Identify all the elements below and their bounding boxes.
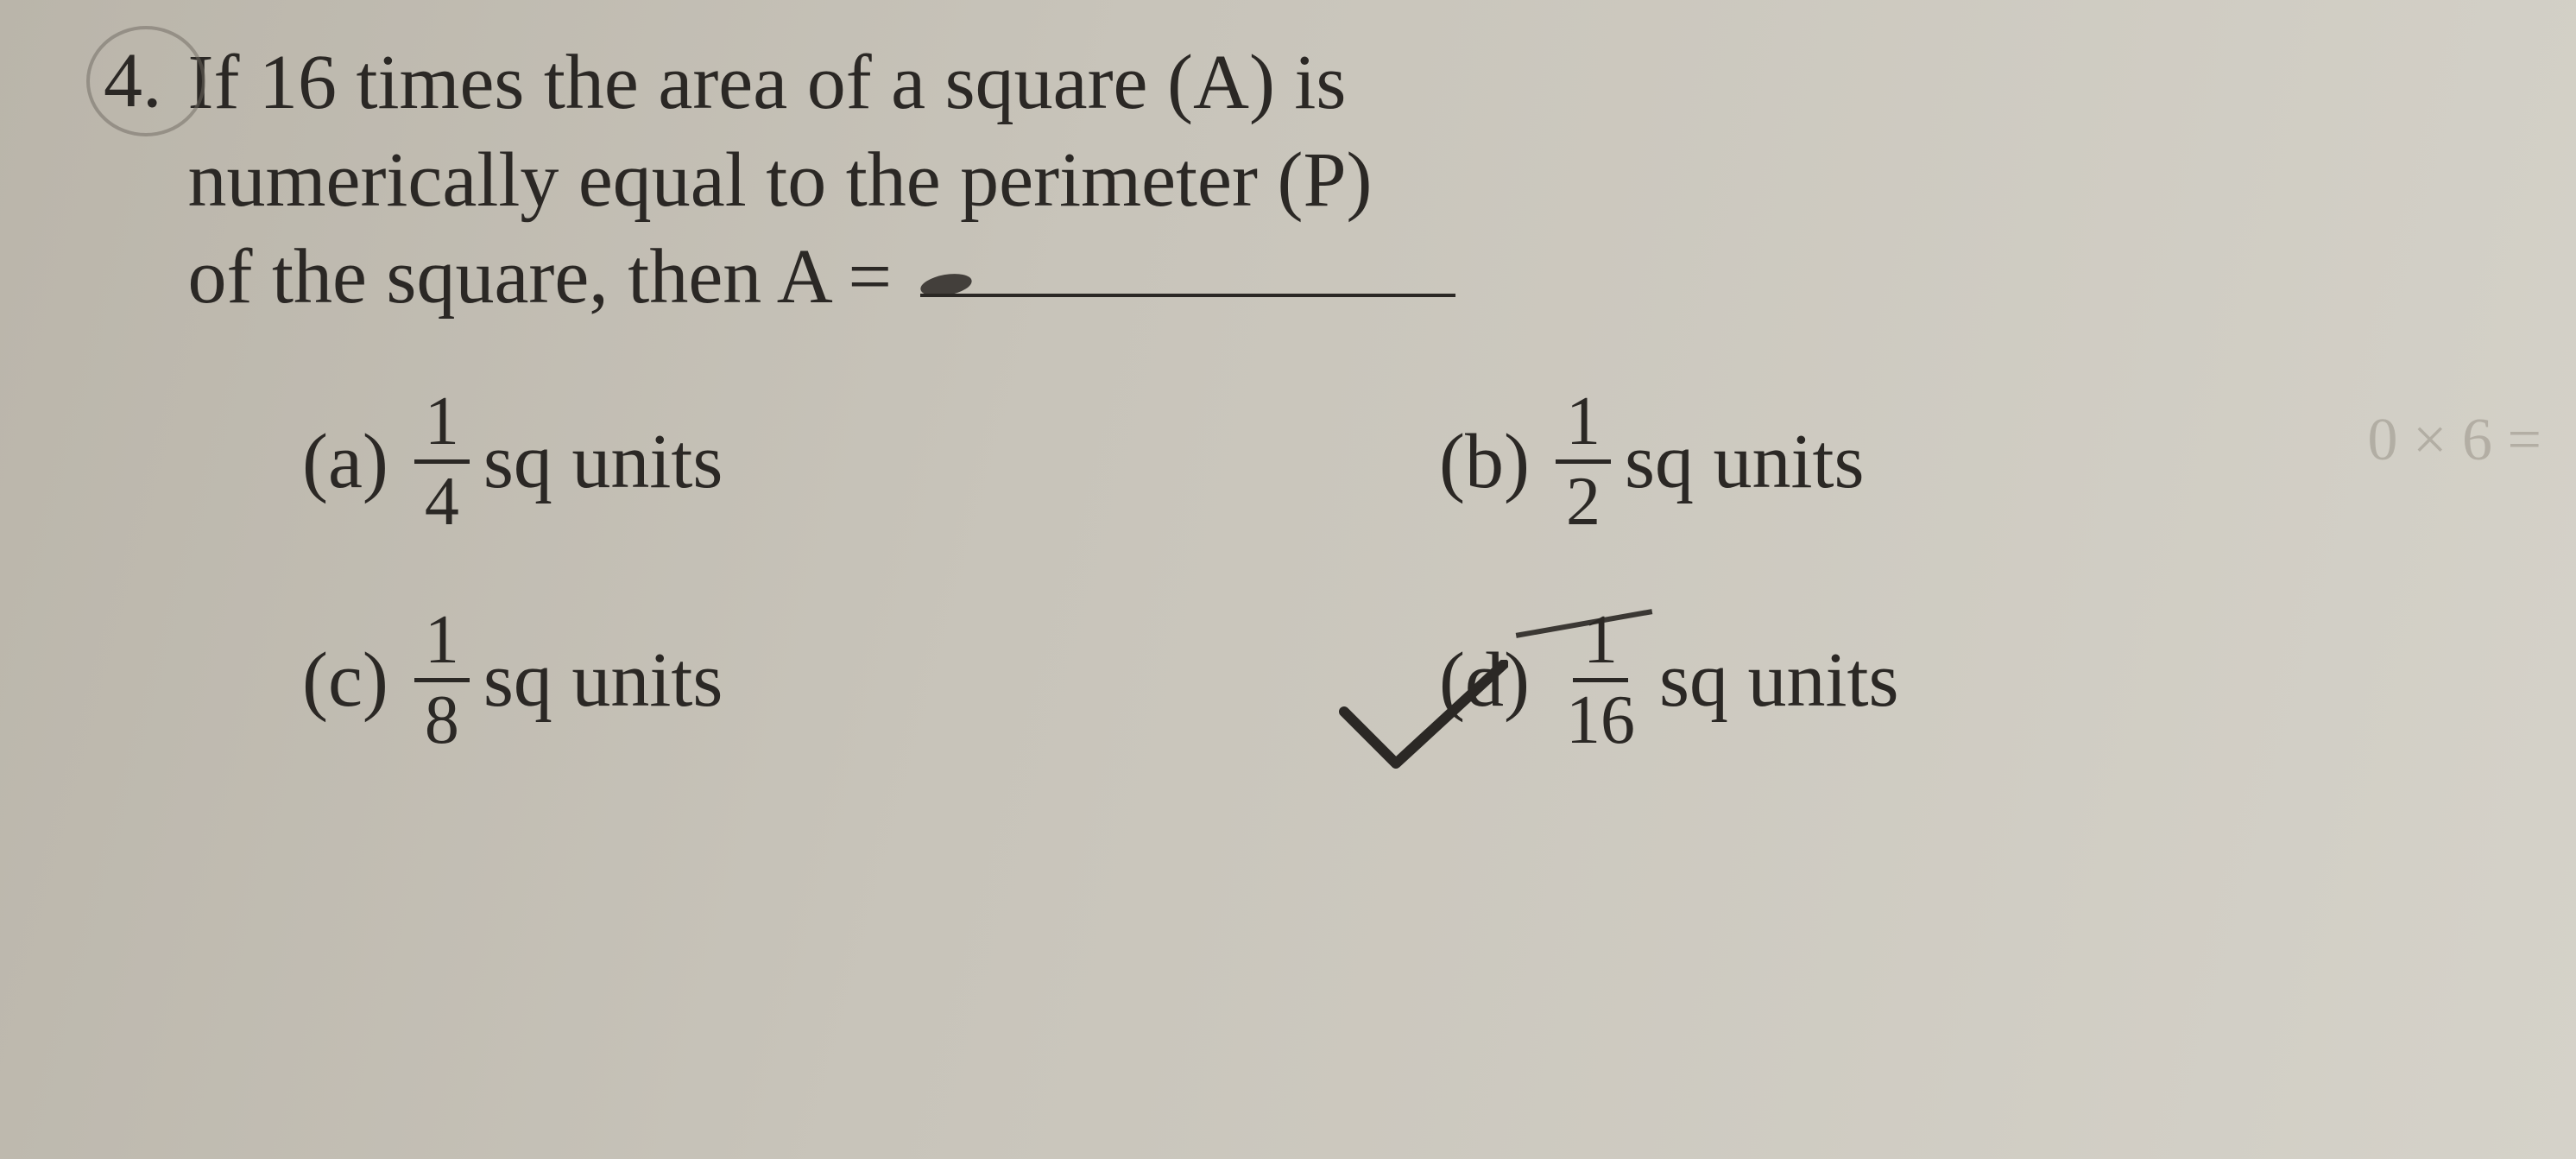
question-number: 4. xyxy=(104,38,162,124)
option-a-numerator: 1 xyxy=(414,387,470,464)
option-c-fraction: 1 8 xyxy=(414,605,470,755)
option-b-label: (b) xyxy=(1439,417,1530,506)
option-b-denominator: 2 xyxy=(1556,464,1611,536)
option-c-denominator: 8 xyxy=(414,682,470,755)
question-block: 4. If 16 times the area of a square (A) … xyxy=(104,35,2507,326)
option-d-fraction: 1 16 xyxy=(1556,605,1645,755)
option-c-label: (c) xyxy=(302,636,388,725)
option-b-unit: sq units xyxy=(1625,417,1865,506)
option-b: (b) 1 2 sq units xyxy=(1439,387,2507,536)
option-c: (c) 1 8 sq units xyxy=(302,605,1370,755)
option-a-fraction: 1 4 xyxy=(414,387,470,536)
answer-blank xyxy=(920,294,1455,297)
option-b-fraction: 1 2 xyxy=(1556,387,1611,536)
question-line-3: of the square, then A = xyxy=(188,234,893,320)
option-c-unit: sq units xyxy=(483,636,723,725)
options-grid: (a) 1 4 sq units (b) 1 2 sq units (c) 1 … xyxy=(104,387,2507,755)
option-d-label: (d) xyxy=(1439,636,1530,725)
question-line-2: numerically equal to the perimeter (P) xyxy=(188,137,1373,223)
option-d-numerator: 1 xyxy=(1573,605,1628,682)
option-a-label: (a) xyxy=(302,417,388,506)
question-number-wrap: 4. xyxy=(104,35,188,128)
option-a-denominator: 4 xyxy=(414,464,470,536)
option-b-numerator: 1 xyxy=(1556,387,1611,464)
question-text: If 16 times the area of a square (A) is … xyxy=(188,35,1455,326)
page: 4. If 16 times the area of a square (A) … xyxy=(0,0,2576,1159)
option-d: (d) 1 16 sq units xyxy=(1439,605,2507,755)
blank-pen-mark xyxy=(919,270,973,300)
option-a: (a) 1 4 sq units xyxy=(302,387,1370,536)
question-line-1: If 16 times the area of a square (A) is xyxy=(188,40,1347,125)
option-a-unit: sq units xyxy=(483,417,723,506)
option-c-numerator: 1 xyxy=(414,605,470,682)
option-d-denominator: 16 xyxy=(1556,682,1645,755)
option-d-unit: sq units xyxy=(1659,636,1899,725)
